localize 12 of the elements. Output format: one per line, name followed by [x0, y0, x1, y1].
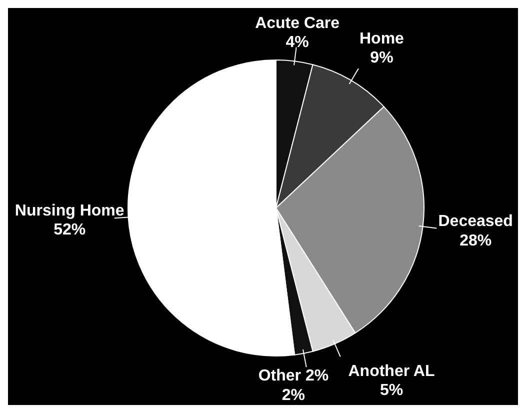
- slice-label: Another AL: [348, 363, 435, 380]
- slice-label: Other 2%: [258, 368, 329, 385]
- data-label: 2%: [282, 386, 306, 404]
- data-label: 4%: [286, 34, 309, 52]
- slice-label: Nursing Home: [14, 202, 124, 220]
- slice-label: Home: [360, 30, 404, 48]
- data-label: 5%: [380, 382, 404, 400]
- data-label: 28%: [460, 232, 492, 250]
- slice-label: Deceased: [438, 213, 513, 230]
- data-label: 9%: [370, 49, 394, 66]
- data-label: 52%: [54, 222, 86, 239]
- slice-label: Acute Care: [255, 15, 340, 32]
